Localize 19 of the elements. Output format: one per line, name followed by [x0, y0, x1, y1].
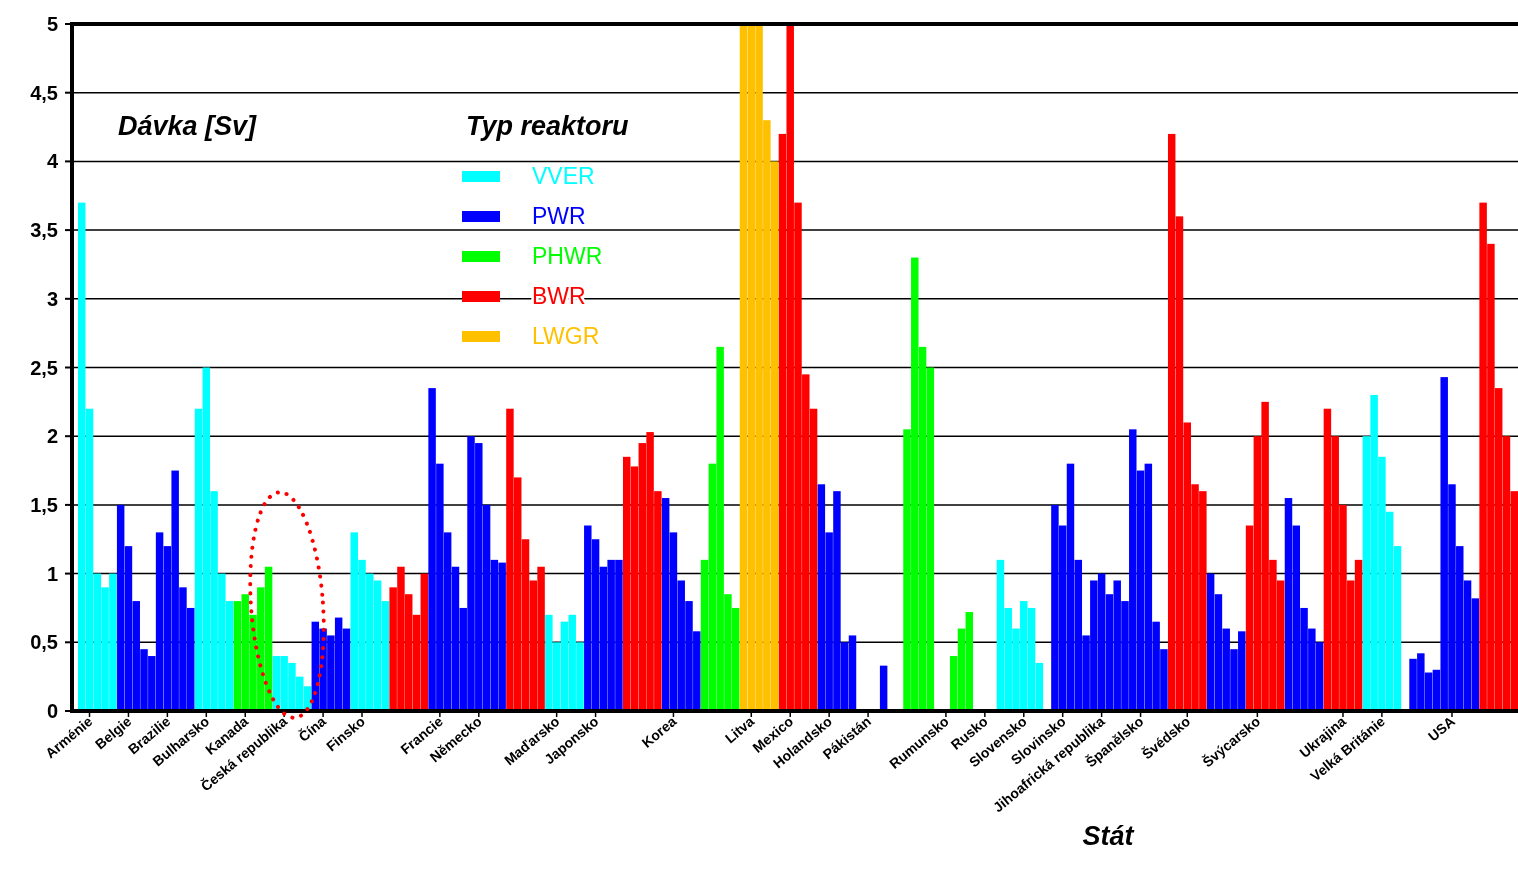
y-tick-label: 3 [46, 287, 58, 310]
x-tick-label: USA [1424, 713, 1458, 745]
y-tick-label: 4 [46, 150, 59, 173]
legend-title: Typ reaktoru [466, 111, 630, 141]
legend-label: PWR [532, 203, 586, 230]
legend-label: VVER [532, 163, 595, 190]
y-tick-label: 1,5 [30, 493, 58, 516]
y-tick-label: 3,5 [30, 219, 58, 242]
y-tick-label: 0 [46, 700, 58, 722]
y-axis-title: Dávka [Sv] [118, 111, 258, 141]
y-tick-label: 0,5 [30, 631, 58, 654]
x-axis-title: Stát [1082, 821, 1135, 851]
y-tick-label: 2,5 [30, 356, 58, 379]
y-tick-label: 2 [46, 425, 58, 448]
y-tick-label: 1 [46, 562, 58, 585]
legend-label: PHWR [532, 243, 603, 270]
legend-label: LWGR [532, 323, 600, 350]
y-tick-label: 5 [46, 13, 58, 35]
y-tick-label: 4,5 [30, 81, 58, 104]
